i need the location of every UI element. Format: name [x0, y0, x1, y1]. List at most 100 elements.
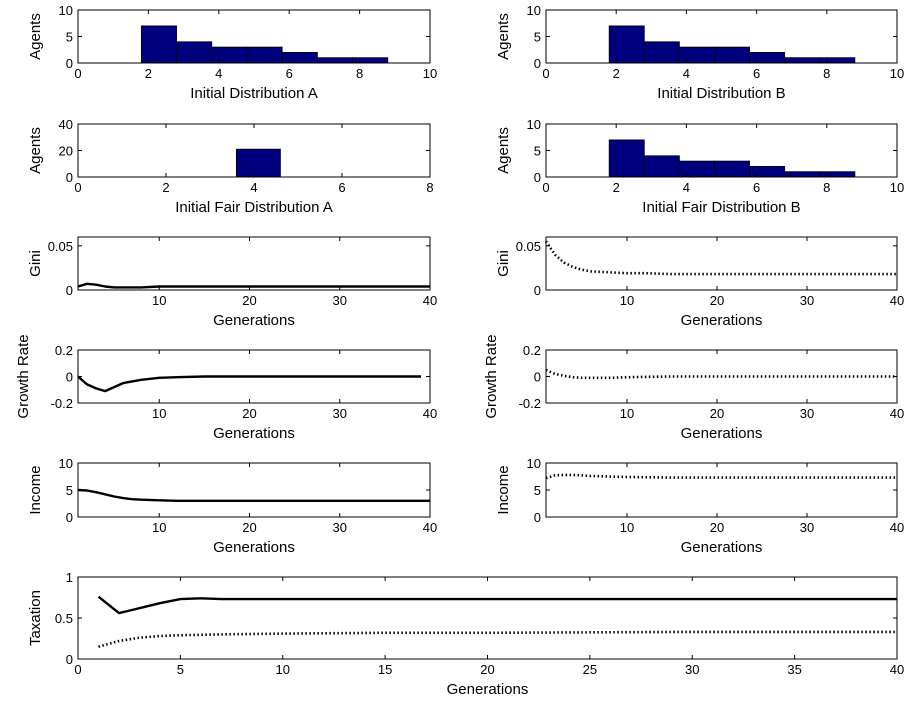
y-tick-label: 10: [527, 117, 541, 132]
y-axis-label: Growth Rate: [15, 334, 32, 418]
y-axis-label: Agents: [495, 13, 512, 60]
y-axis-label: Agents: [27, 13, 44, 60]
bar: [608, 139, 645, 178]
y-tick-label: 40: [59, 117, 73, 132]
x-tick-label: 2: [613, 180, 620, 195]
y-tick-label: 0.2: [55, 343, 73, 358]
x-tick-label: 6: [753, 66, 760, 81]
bar: [211, 46, 248, 64]
x-axis-label: Generations: [681, 425, 763, 442]
x-tick-label: 8: [823, 66, 830, 81]
y-tick-label: 0: [66, 170, 73, 185]
axes-box: [545, 236, 898, 291]
bar: [749, 52, 786, 64]
y-axis-label: Gini: [495, 250, 512, 277]
series-line-dotted: [544, 240, 897, 276]
x-tick-label: 8: [823, 180, 830, 195]
axes-box: [77, 462, 431, 518]
bar: [246, 46, 283, 64]
chart-income_b: 10 20 30 40 0 5 10 Generations Income: [495, 456, 904, 556]
x-tick-label: 20: [242, 406, 256, 421]
x-axis-label: Initial Fair Distribution A: [175, 199, 333, 216]
x-tick-label: 10: [620, 520, 634, 535]
bar: [749, 165, 786, 178]
y-tick-label: 10: [527, 456, 541, 471]
y-tick-label: 5: [66, 483, 73, 498]
y-axis-label: Agents: [495, 127, 512, 174]
x-tick-label: 6: [753, 180, 760, 195]
x-tick-label: 2: [162, 180, 169, 195]
x-axis-label: Initial Distribution B: [657, 85, 785, 102]
y-tick-label: 0: [66, 510, 73, 525]
x-tick-label: 4: [215, 66, 222, 81]
bar: [714, 160, 750, 178]
x-tick-label: 20: [710, 293, 724, 308]
x-tick-label: 30: [800, 406, 814, 421]
x-tick-label: 40: [890, 406, 904, 421]
y-tick-label: -0.2: [51, 396, 73, 411]
y-tick-label: 0: [66, 56, 73, 71]
axes-box: [77, 576, 898, 660]
y-tick-label: 0: [66, 652, 73, 667]
y-tick-label: 0.5: [55, 611, 73, 626]
y-tick-label: 10: [59, 456, 73, 471]
bar: [714, 46, 750, 64]
chart-gini_a: 10 20 30 40 0 0.05 Generations Gini: [27, 236, 437, 329]
y-tick-label: 5: [66, 30, 73, 45]
x-tick-label: 35: [787, 662, 801, 677]
x-tick-label: 40: [890, 520, 904, 535]
x-tick-label: 30: [333, 520, 347, 535]
bar: [281, 52, 318, 64]
bar: [643, 155, 680, 178]
y-axis-label: Growth Rate: [483, 334, 500, 418]
chart-growth_b: 10 20 30 40 -0.2 0 0.2 Generations Growth Rate: [483, 334, 904, 442]
y-axis-label: Taxation: [27, 590, 44, 646]
bar: [316, 57, 353, 64]
x-tick-label: 10: [890, 66, 904, 81]
chart-dist_a: 0 2 4 6 8 10 0 5 10 Initial Distribution A Agents: [27, 3, 437, 102]
x-axis-label: Initial Distribution A: [190, 85, 318, 102]
bar: [140, 25, 177, 64]
chart-fair_a: 0 2 4 6 8 0 20 40 Initial Fair Distribution A Age…: [27, 117, 434, 216]
y-tick-label: 0: [534, 510, 541, 525]
x-axis-label: Generations: [447, 681, 529, 698]
x-tick-label: 30: [333, 293, 347, 308]
x-tick-label: 40: [423, 520, 437, 535]
x-tick-label: 10: [152, 293, 166, 308]
x-tick-label: 10: [890, 180, 904, 195]
x-tick-label: 0: [542, 66, 549, 81]
y-tick-label: 1: [66, 570, 73, 585]
y-tick-label: 0: [66, 370, 73, 385]
y-tick-label: 10: [527, 3, 541, 18]
y-tick-label: 0: [534, 283, 541, 298]
bar: [819, 171, 856, 178]
y-tick-label: 5: [534, 483, 541, 498]
x-tick-label: 10: [620, 293, 634, 308]
x-tick-label: 20: [480, 662, 494, 677]
y-tick-label: 0: [534, 370, 541, 385]
x-tick-label: 5: [177, 662, 184, 677]
x-tick-label: 8: [356, 66, 363, 81]
bar: [176, 41, 213, 64]
x-tick-label: 10: [276, 662, 290, 677]
y-tick-label: 20: [59, 144, 73, 159]
y-tick-label: 0: [534, 56, 541, 71]
y-tick-label: 0.05: [516, 239, 541, 254]
x-tick-label: 25: [583, 662, 597, 677]
x-tick-label: 2: [145, 66, 152, 81]
chart-fair_b: 0 2 4 6 8 10 0 5 10 Initial Fair Distribution B Ag…: [495, 117, 904, 216]
x-tick-label: 40: [890, 293, 904, 308]
x-tick-label: 40: [423, 293, 437, 308]
x-tick-label: 10: [152, 406, 166, 421]
x-tick-label: 0: [74, 66, 81, 81]
y-axis-label: Agents: [27, 127, 44, 174]
bar: [784, 57, 821, 64]
x-tick-label: 0: [74, 180, 81, 195]
chart-gini_b: 10 20 30 40 0 0.05 Generations Gini: [495, 236, 904, 329]
y-tick-label: 0: [66, 283, 73, 298]
y-tick-label: 0.2: [523, 343, 541, 358]
y-axis-label: Income: [27, 465, 44, 514]
chart-income_a: 10 20 30 40 0 5 10 Generations Income: [27, 456, 437, 556]
x-tick-label: 30: [800, 293, 814, 308]
